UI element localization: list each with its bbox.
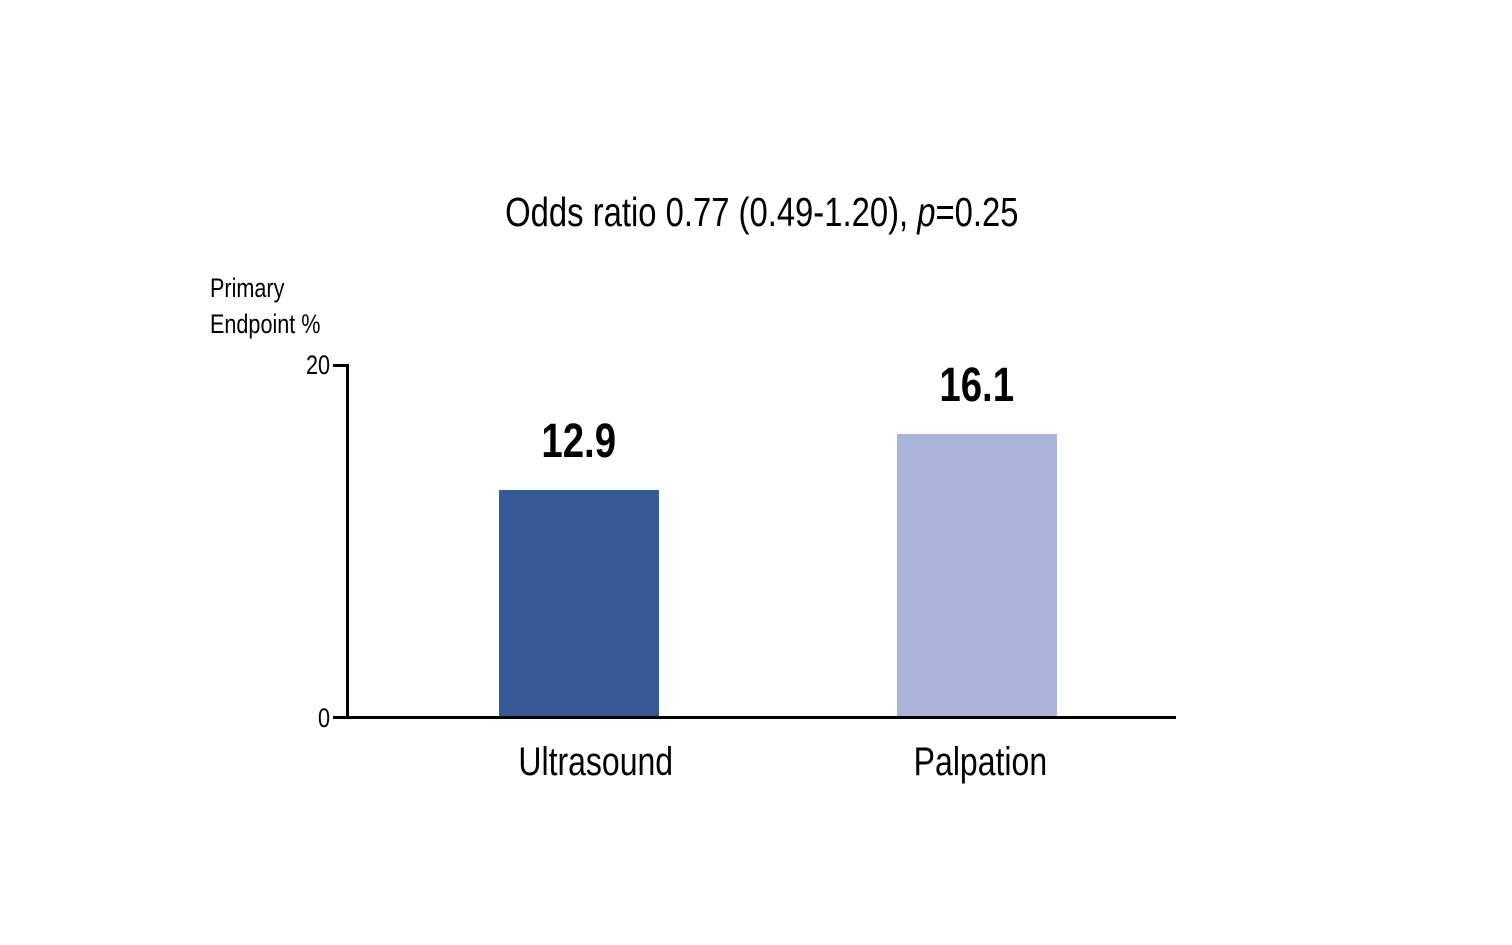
y-tick-label-0: 0 xyxy=(317,703,330,733)
chart-title-text: Odds ratio 0.77 (0.49-1.20), p=0.25 xyxy=(505,190,1018,234)
category-label-palpation: Palpation xyxy=(913,740,1048,784)
category-label-ultrasound: Ultrasound xyxy=(518,740,674,784)
y-axis-label: Primary Endpoint % xyxy=(210,270,430,342)
y-axis-label-line2: Endpoint % xyxy=(210,309,321,339)
bar-ultrasound xyxy=(499,490,659,716)
y-axis-line xyxy=(346,364,349,717)
title-suffix: =0.25 xyxy=(935,189,1019,235)
chart-title: Odds ratio 0.77 (0.49-1.20), p=0.25 xyxy=(347,190,1177,234)
bar-palpation xyxy=(897,434,1057,716)
x-axis-baseline xyxy=(333,716,1176,719)
y-axis-label-text: Primary Endpoint % xyxy=(210,270,320,342)
y-tick-label-20: 20 xyxy=(305,350,330,380)
y-axis-label-line1: Primary xyxy=(210,273,285,303)
y-tick-mark-20 xyxy=(333,364,346,367)
title-prefix: Odds ratio 0.77 (0.49-1.20), xyxy=(505,189,918,235)
bar-value-label-ultrasound: 12.9 xyxy=(541,415,617,469)
title-p-italic: p xyxy=(917,189,936,235)
bar-value-label-palpation: 16.1 xyxy=(939,359,1015,413)
